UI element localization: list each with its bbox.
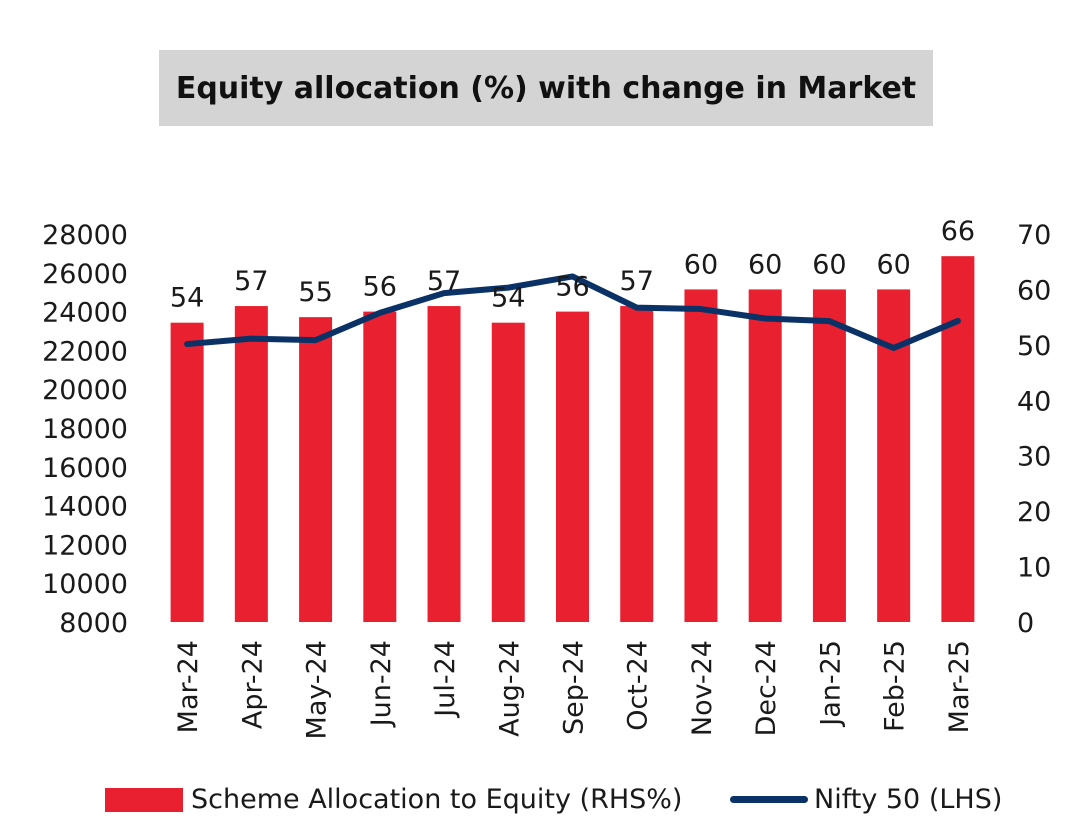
data-label-Apr-24: 57 — [234, 266, 268, 297]
chart-legend: Scheme Allocation to Equity (RHS%) Nifty… — [0, 778, 1081, 828]
bar-Jun-24 — [363, 311, 397, 622]
x-tick-Sep-24: Sep-24 — [559, 640, 590, 735]
right-tick-20: 20 — [1017, 497, 1051, 528]
left-tick-28000: 28000 — [42, 220, 128, 251]
left-tick-14000: 14000 — [42, 492, 128, 523]
bar-Mar-25 — [941, 256, 975, 622]
legend-swatch-bar — [105, 787, 183, 812]
chart-plot: 54 57 55 56 57 54 56 57 60 60 60 60 66 8000 10000 12000… — [42, 216, 1051, 739]
bar-Dec-24 — [748, 289, 782, 622]
right-tick-10: 10 — [1017, 553, 1051, 584]
bar-Jan-25 — [812, 289, 846, 622]
bar-Feb-25 — [877, 289, 911, 622]
right-tick-50: 50 — [1017, 331, 1051, 362]
right-tick-70: 70 — [1017, 220, 1051, 251]
x-tick-Nov-24: Nov-24 — [687, 640, 718, 736]
left-tick-22000: 22000 — [42, 336, 128, 367]
data-label-Oct-24: 57 — [620, 266, 654, 297]
bar-May-24 — [299, 317, 333, 622]
legend-swatch-line — [730, 796, 808, 803]
legend-label-bars: Scheme Allocation to Equity (RHS%) — [191, 784, 683, 815]
x-tick-Mar-24: Mar-24 — [173, 640, 204, 733]
data-label-Feb-25: 60 — [876, 249, 910, 280]
x-tick-Jul-24: Jul-24 — [430, 640, 461, 719]
x-tick-Mar-25: Mar-25 — [944, 640, 975, 733]
data-label-Jul-24: 57 — [427, 266, 461, 297]
right-tick-60: 60 — [1017, 275, 1051, 306]
left-tick-8000: 8000 — [59, 608, 128, 639]
right-tick-30: 30 — [1017, 442, 1051, 473]
left-tick-18000: 18000 — [42, 414, 128, 445]
data-label-Mar-24: 54 — [170, 283, 204, 314]
data-label-Sep-24: 56 — [555, 272, 589, 303]
x-tick-Apr-24: Apr-24 — [237, 640, 268, 729]
left-tick-10000: 10000 — [42, 569, 128, 600]
data-label-Jun-24: 56 — [363, 272, 397, 303]
bar-Nov-24 — [684, 289, 718, 622]
left-tick-20000: 20000 — [42, 375, 128, 406]
bar-Aug-24 — [491, 322, 525, 622]
chart-title: Equity allocation (%) with change in Mar… — [175, 70, 917, 106]
x-tick-Jun-24: Jun-24 — [366, 640, 397, 728]
legend-item-bars: Scheme Allocation to Equity (RHS%) — [105, 784, 682, 815]
bar-Sep-24 — [556, 311, 589, 622]
left-tick-24000: 24000 — [42, 298, 128, 329]
data-label-Nov-24: 60 — [684, 249, 718, 280]
data-label-Dec-24: 60 — [748, 249, 782, 280]
data-label-Mar-25: 66 — [941, 216, 975, 247]
bar-Mar-24 — [170, 322, 204, 622]
bar-Oct-24 — [620, 306, 654, 622]
bar-Jul-24 — [427, 306, 461, 622]
x-tick-Dec-24: Dec-24 — [751, 640, 782, 736]
chart-title-box: Equity allocation (%) with change in Mar… — [159, 50, 933, 126]
x-tick-Oct-24: Oct-24 — [623, 640, 654, 731]
right-tick-40: 40 — [1017, 386, 1051, 417]
x-tick-May-24: May-24 — [302, 640, 333, 739]
x-tick-Jan-25: Jan-25 — [815, 640, 846, 728]
bar-Apr-24 — [234, 306, 268, 622]
legend-item-line: Nifty 50 (LHS) — [730, 784, 1002, 815]
left-tick-12000: 12000 — [42, 530, 128, 561]
data-label-Aug-24: 54 — [491, 283, 525, 314]
data-label-Jan-25: 60 — [812, 249, 846, 280]
legend-label-line: Nifty 50 (LHS) — [814, 784, 1003, 815]
left-tick-26000: 26000 — [42, 259, 128, 290]
x-tick-Aug-24: Aug-24 — [494, 640, 525, 737]
right-tick-0: 0 — [1017, 608, 1034, 639]
x-tick-Feb-25: Feb-25 — [880, 640, 911, 732]
left-tick-16000: 16000 — [42, 453, 128, 484]
line-nifty-50 — [184, 273, 961, 351]
data-label-May-24: 55 — [298, 277, 332, 308]
